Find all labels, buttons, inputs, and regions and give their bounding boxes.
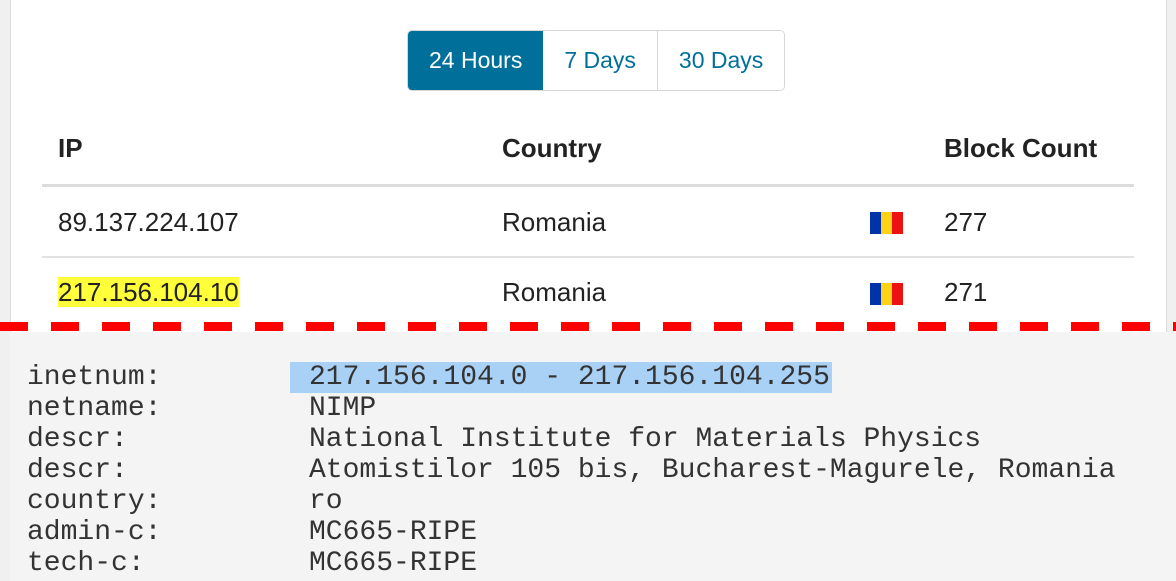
whois-value-text: Atomistilor 105 bis, Bucharest-Magurele,…: [309, 455, 1116, 486]
tab-7-days[interactable]: 7 Days: [543, 31, 657, 90]
time-range-selector: 24 Hours 7 Days 30 Days: [407, 30, 786, 91]
row-divider: [42, 256, 1134, 258]
whois-value-text: ro: [309, 486, 343, 517]
whois-value-text: MC665-RIPE: [309, 548, 478, 579]
whois-value: MC665-RIPE: [309, 548, 477, 579]
whois-value: ro: [309, 486, 343, 517]
whois-value-text: NIMP: [309, 393, 377, 424]
whois-key: netname:: [27, 393, 162, 424]
romania-flag-icon: [870, 283, 903, 305]
whois-key: country:: [27, 486, 162, 517]
whois-key: tech-c:: [27, 548, 145, 579]
ip-cell-highlighted: 217.156.104.10: [58, 277, 239, 307]
whois-key: inetnum:: [27, 362, 162, 393]
blocked-ips-panel: 24 Hours 7 Days 30 Days: [10, 0, 1167, 332]
country-cell: Romania: [502, 207, 607, 237]
header-country: Country: [502, 133, 602, 163]
whois-key: descr:: [27, 455, 128, 486]
tab-24-hours[interactable]: 24 Hours: [408, 31, 544, 90]
whois-value: 217.156.104.0 - 217.156.104.255: [290, 362, 832, 393]
header-divider: [42, 184, 1134, 187]
whois-value-text: National Institute for Materials Physics: [309, 424, 982, 455]
ip-cell: 89.137.224.107: [58, 207, 239, 237]
header-ip: IP: [58, 133, 83, 163]
block-count-cell: 277: [944, 207, 988, 237]
whois-value-text: MC665-RIPE: [309, 517, 478, 548]
whois-value: NIMP: [309, 393, 376, 424]
tab-30-days[interactable]: 30 Days: [656, 31, 785, 90]
whois-value: MC665-RIPE: [309, 517, 477, 548]
block-count-cell: 271: [944, 277, 988, 307]
country-cell: Romania: [502, 277, 607, 307]
header-block-count: Block Count: [944, 133, 1098, 163]
romania-flag-icon: [870, 212, 903, 234]
whois-value: Atomistilor 105 bis, Bucharest-Magurele,…: [309, 455, 1116, 486]
whois-value: National Institute for Materials Physics: [309, 424, 981, 455]
dashed-divider: [0, 322, 1176, 331]
whois-key: admin-c:: [27, 517, 162, 548]
selected-text: 217.156.104.0 - 217.156.104.255: [290, 362, 832, 393]
whois-key: descr:: [27, 424, 128, 455]
